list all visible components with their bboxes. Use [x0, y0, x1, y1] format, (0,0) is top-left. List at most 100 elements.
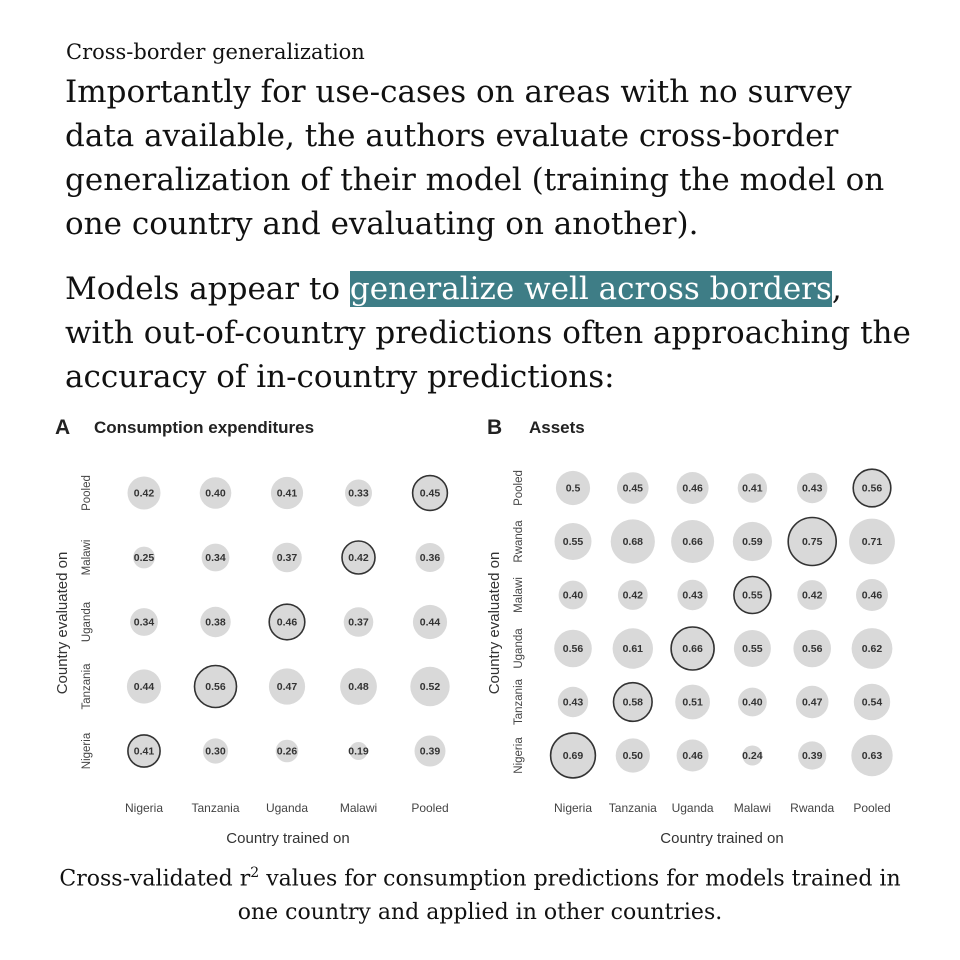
bubble-value-label: 0.34	[134, 617, 155, 629]
bubble-value-label: 0.46	[682, 750, 703, 762]
bubble-value-label: 0.69	[563, 750, 584, 762]
bubble-value-label: 0.46	[277, 617, 298, 629]
bubble-value-label: 0.55	[742, 643, 763, 655]
bubble-value-label: 0.59	[742, 536, 763, 548]
bubble-value-label: 0.41	[742, 483, 763, 495]
bubble-value-label: 0.40	[205, 488, 226, 500]
bubble	[733, 630, 771, 667]
bubble-value-label: 0.42	[134, 488, 155, 500]
x-tick-label: Pooled	[853, 801, 890, 815]
panel-a-title: Consumption expenditures	[94, 418, 315, 437]
y-tick-label: Uganda	[513, 628, 525, 669]
bubble	[554, 523, 592, 560]
bubble	[410, 666, 450, 707]
bubble	[677, 579, 708, 611]
bubble-value-label: 0.41	[277, 488, 298, 500]
bubble	[268, 668, 306, 705]
x-tick-label: Tanzania	[191, 801, 239, 815]
bubble-value-label: 0.37	[277, 552, 298, 564]
bubble-value-label: 0.46	[682, 483, 703, 495]
bubble-value-label: 0.56	[205, 681, 226, 693]
bubble	[742, 745, 763, 766]
bubble-value-label: 0.52	[420, 681, 441, 693]
bubble-in-country	[787, 516, 838, 567]
bubble-value-label: 0.62	[862, 643, 883, 655]
bubble-value-label: 0.61	[623, 643, 644, 655]
bubble	[617, 580, 648, 610]
bubble	[199, 477, 232, 509]
bubble	[671, 520, 715, 563]
x-tick-label: Pooled	[411, 801, 448, 815]
x-axis-label: Country trained on	[226, 830, 349, 847]
y-tick-label: Pooled	[513, 470, 525, 506]
y-tick-label: Nigeria	[513, 737, 525, 774]
bubble-value-label: 0.39	[802, 750, 823, 762]
bubble-value-label: 0.19	[348, 746, 369, 758]
bubble	[345, 479, 372, 507]
panel-a-chart: 0.42 0.40 0.41 0.33 0.45 0.25 0.34 0.37 0.42 0.36…	[54, 474, 450, 847]
bubble	[612, 628, 653, 669]
bubble	[275, 739, 299, 763]
bubble-value-label: 0.48	[348, 681, 369, 693]
paragraph-text-before: Models appear to	[65, 271, 350, 307]
bubble-in-country	[193, 664, 238, 709]
panel-a-letter: A	[55, 416, 71, 439]
bubble-value-label: 0.43	[563, 697, 584, 709]
bubble-value-label: 0.41	[134, 746, 155, 758]
bubble	[737, 473, 768, 503]
bubble	[797, 580, 828, 610]
bubble	[127, 476, 161, 510]
paragraph-text-after: , with out-of-country predictions often …	[65, 271, 911, 395]
bubble	[412, 604, 448, 640]
paragraph-intro: Importantly for use-cases on areas with …	[65, 74, 885, 242]
bubble-value-label: 0.34	[205, 552, 226, 564]
bubble-value-label: 0.39	[420, 746, 441, 758]
bubble	[270, 476, 304, 510]
bubble	[676, 739, 709, 772]
bubble-in-country	[612, 681, 653, 723]
bubble	[795, 685, 829, 719]
bubble	[797, 472, 828, 504]
y-tick-label: Nigeria	[81, 732, 93, 769]
caption-superscript: 2	[250, 865, 260, 881]
bubble	[201, 543, 230, 572]
bubble	[340, 668, 377, 705]
bubble	[851, 734, 893, 777]
bubble	[202, 738, 229, 764]
bubble-value-label: 0.25	[134, 552, 155, 564]
bubble-in-country	[411, 474, 449, 512]
bubble	[343, 607, 374, 637]
bubble-value-label: 0.55	[742, 590, 763, 602]
bubble-value-label: 0.51	[682, 697, 703, 709]
y-axis-label: Country evaluated on	[54, 552, 71, 695]
bubble-value-label: 0.63	[862, 750, 883, 762]
figure-caption: Cross-validated r2 values for consumptio…	[40, 856, 920, 930]
x-tick-label: Tanzania	[609, 801, 657, 815]
x-tick-label: Uganda	[266, 801, 308, 815]
bubble	[793, 629, 831, 668]
highlighted-phrase: generalize well across borders	[349, 271, 832, 307]
bubble	[557, 686, 589, 718]
bubble-value-label: 0.56	[802, 643, 823, 655]
bubble	[555, 470, 591, 506]
caption-text-before: Cross-validated r	[59, 866, 251, 892]
bubble-value-label: 0.45	[420, 488, 441, 500]
bubble	[558, 580, 588, 610]
y-tick-label: Pooled	[81, 475, 93, 511]
bubble	[610, 519, 655, 564]
bubble	[738, 687, 767, 717]
y-tick-label: Uganda	[81, 601, 93, 642]
bubble-value-label: 0.45	[623, 483, 644, 495]
bubble-value-label: 0.56	[563, 643, 584, 655]
panel-b-title: Assets	[529, 418, 585, 437]
bubble-value-label: 0.42	[802, 590, 823, 602]
x-axis-label: Country trained on	[660, 830, 783, 847]
bubble	[675, 684, 710, 720]
x-tick-label: Malawi	[340, 801, 377, 815]
y-tick-label: Malawi	[513, 577, 525, 613]
bubble-value-label: 0.47	[277, 681, 298, 693]
bubble-value-label: 0.26	[277, 746, 298, 758]
x-tick-label: Rwanda	[790, 801, 834, 815]
bubble-value-label: 0.71	[862, 536, 883, 548]
bubble-value-label: 0.43	[802, 483, 823, 495]
